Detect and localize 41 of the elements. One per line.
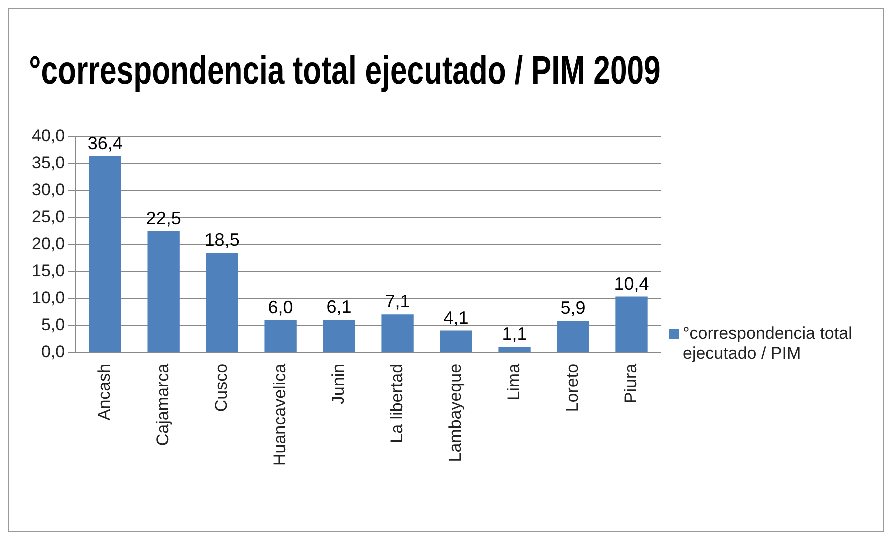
x-tick-label: Junin	[328, 364, 348, 405]
data-label: 6,1	[326, 296, 352, 317]
y-tick-label: 35,0	[32, 154, 66, 173]
x-tick-label: Ancash	[95, 364, 114, 421]
data-label: 10,4	[614, 274, 650, 294]
data-label: 36,4	[88, 133, 123, 154]
chart-title: °correspondencia total ejecutado / PIM 2009	[29, 48, 661, 94]
bar	[323, 320, 356, 352]
y-tick-label: 20,0	[32, 234, 66, 254]
data-label: 4,1	[444, 308, 469, 328]
bar	[440, 330, 472, 352]
y-tick-label: 30,0	[32, 180, 66, 200]
x-tick-label: Lima	[504, 363, 524, 401]
bar	[382, 314, 414, 352]
y-tick-label: 40,0	[32, 126, 66, 146]
bar	[616, 296, 648, 352]
bar	[264, 320, 297, 352]
data-label: 22,5	[146, 208, 182, 228]
x-tick-label: Lambayeque	[446, 364, 465, 462]
y-tick-label: 0,0	[41, 342, 66, 362]
y-tick-label: 10,0	[32, 288, 66, 308]
data-label: 5,9	[560, 298, 586, 318]
x-tick-label: Piura	[621, 363, 640, 404]
x-tick-label: Huancavelica	[270, 363, 290, 466]
data-label: 1,1	[502, 324, 528, 344]
data-label: 7,1	[385, 292, 410, 312]
bar	[148, 231, 180, 352]
x-tick-label: Cusco	[212, 364, 232, 412]
x-tick-label: Cajamarca	[154, 363, 173, 446]
data-label: 6,0	[268, 298, 294, 318]
bar	[206, 253, 238, 352]
data-label: 18,5	[204, 230, 240, 250]
x-tick-label: La libertad	[387, 364, 406, 444]
legend-label: °correspondencia total ejecutado / PIM	[683, 324, 854, 364]
bar	[89, 156, 122, 352]
x-tick-label: Loreto	[562, 364, 582, 412]
bar	[557, 321, 590, 352]
y-tick-label: 15,0	[32, 262, 66, 281]
y-tick-label: 5,0	[41, 316, 66, 335]
y-tick-label: 25,0	[32, 208, 66, 227]
bar	[498, 347, 531, 352]
